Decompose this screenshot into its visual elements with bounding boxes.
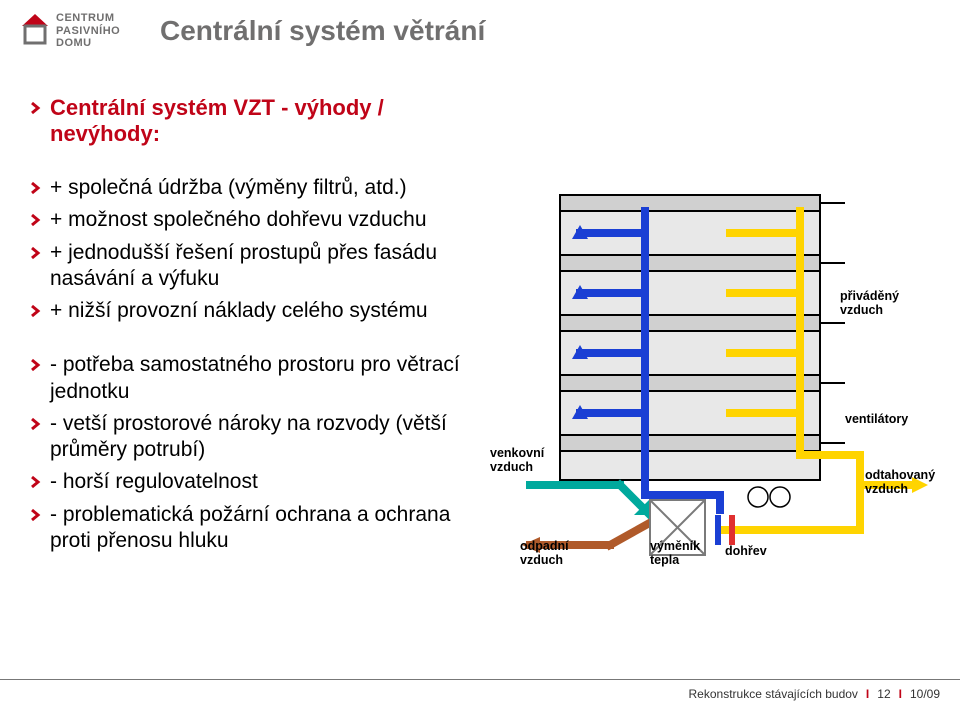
bullet-item: + možnost společného dohřevu vzduchu: [30, 207, 485, 233]
footer-sep: I: [899, 687, 902, 701]
logo-line: CENTRUM: [56, 12, 120, 25]
bullet-text: - horší regulovatelnost: [50, 469, 258, 495]
subtitle: Centrální systém VZT - výhody / nevýhody…: [50, 95, 485, 147]
chevron-icon: [30, 352, 50, 372]
bullet-text: + možnost společného dohřevu vzduchu: [50, 207, 427, 233]
chevron-icon: [30, 207, 50, 227]
logo-line: PASIVNÍHO: [56, 25, 120, 38]
bullet-item: - vetší prostorové nároky na rozvody (vě…: [30, 411, 485, 464]
page-title: Centrální systém větrání: [160, 15, 485, 47]
chevron-icon: [30, 175, 50, 195]
bullet-text: + společná údržba (výměny filtrů, atd.): [50, 175, 407, 201]
footer-date: 10/09: [910, 687, 940, 701]
bullet-item: + společná údržba (výměny filtrů, atd.): [30, 175, 485, 201]
logo: CENTRUM PASIVNÍHO DOMU: [20, 12, 120, 50]
chevron-icon: [30, 411, 50, 431]
bullet-item: - horší regulovatelnost: [30, 469, 485, 495]
footer-sep: I: [866, 687, 869, 701]
label-fans: ventilátory: [845, 413, 908, 427]
bullet-text: - problematická požární ochrana a ochran…: [50, 502, 485, 555]
bullet-text: + jednodušší řešení prostupů přes fasádu…: [50, 240, 485, 293]
bullet-item: - problematická požární ochrana a ochran…: [30, 502, 485, 555]
bullet-text: + nižší provozní náklady celého systému: [50, 298, 428, 324]
label-supply: přiváděnývzduch: [840, 290, 899, 318]
label-waste: odpadnívzduch: [520, 540, 569, 568]
label-exhaust: odtahovanývzduch: [865, 469, 935, 497]
bullet-text: - vetší prostorové nároky na rozvody (vě…: [50, 411, 485, 464]
ventilation-diagram: přiváděnývzduch ventilátory venkovnívzdu…: [500, 185, 940, 565]
bullet-text: - potřeba samostatného prostoru pro větr…: [50, 352, 485, 405]
logo-text: CENTRUM PASIVNÍHO DOMU: [56, 12, 120, 50]
chevron-icon: [30, 240, 50, 260]
logo-line: DOMU: [56, 37, 120, 50]
chevron-icon: [30, 298, 50, 318]
label-exchanger: výměníktepla: [650, 540, 700, 568]
content-column: Centrální systém VZT - výhody / nevýhody…: [30, 95, 485, 560]
footer: Rekonstrukce stávajících budov I 12 I 10…: [0, 679, 960, 707]
label-reheat: dohřev: [725, 545, 767, 559]
chevron-icon: [30, 95, 50, 115]
bullet-item: + jednodušší řešení prostupů přes fasádu…: [30, 240, 485, 293]
footer-page: 12: [877, 687, 890, 701]
house-icon: [20, 12, 50, 46]
footer-text: Rekonstrukce stávajících budov: [689, 687, 858, 701]
bullet-item: + nižší provozní náklady celého systému: [30, 298, 485, 324]
label-outdoor: venkovnívzduch: [490, 447, 544, 475]
chevron-icon: [30, 469, 50, 489]
bullet-item: - potřeba samostatného prostoru pro větr…: [30, 352, 485, 405]
chevron-icon: [30, 502, 50, 522]
